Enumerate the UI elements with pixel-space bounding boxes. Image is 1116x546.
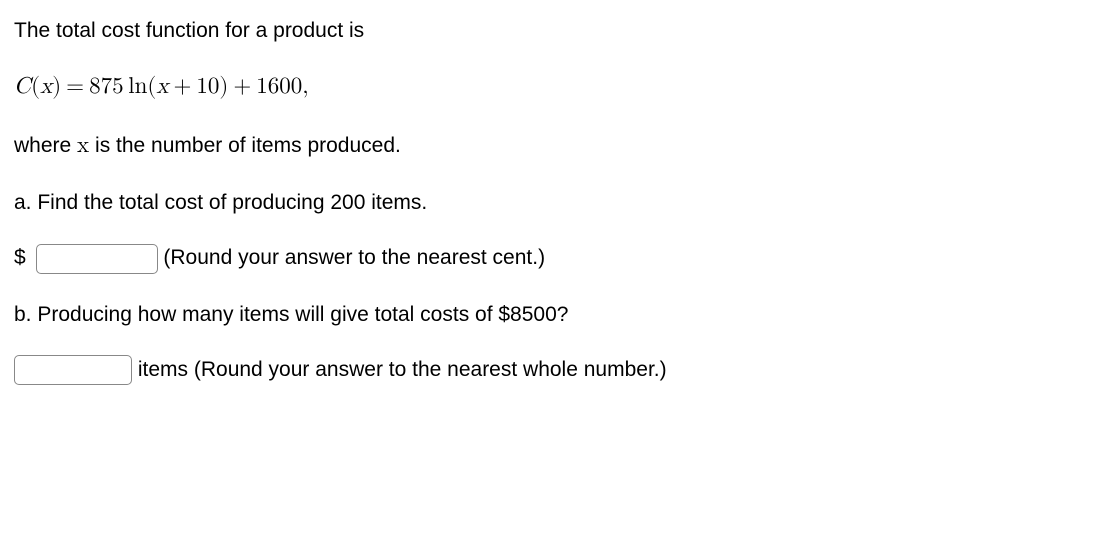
eq-rpar2: ) <box>219 75 228 98</box>
eq-ln: ln <box>128 75 147 98</box>
question-b: b. Producing how many items will give to… <box>14 300 1100 329</box>
eq-lpar2: ( <box>147 75 156 98</box>
items-label: items (Round your answer to the nearest … <box>138 358 667 381</box>
answer-b-row: items (Round your answer to the nearest … <box>14 355 1100 385</box>
eq-x1: x <box>40 75 52 98</box>
cost-equation: C(x)=875 ln(x+10)+1600, <box>14 71 1100 103</box>
eq-x2: x <box>156 75 168 98</box>
eq-comma: , <box>302 75 308 98</box>
eq-plus2: + <box>228 75 256 98</box>
eq-equals: = <box>61 75 89 98</box>
eq-plus1: + <box>168 75 196 98</box>
eq-rpar1: ) <box>52 75 61 98</box>
problem-intro: The total cost function for a product is <box>14 16 1100 45</box>
answer-b-input[interactable] <box>14 355 132 385</box>
dollar-sign: $ <box>14 246 26 269</box>
answer-a-input[interactable] <box>36 244 158 274</box>
where-x: x <box>77 134 89 157</box>
hint-a: (Round your answer to the nearest cent.) <box>163 246 545 269</box>
answer-a-row: $ (Round your answer to the nearest cent… <box>14 243 1100 273</box>
eq-C: C <box>14 75 31 98</box>
where-suffix: is the number of items produced. <box>89 134 401 157</box>
where-line: where x is the number of items produced. <box>14 130 1100 162</box>
question-a: a. Find the total cost of producing 200 … <box>14 188 1100 217</box>
eq-875: 875 <box>89 75 124 98</box>
eq-10: 10 <box>196 75 219 98</box>
where-prefix: where <box>14 134 77 157</box>
eq-lpar1: ( <box>31 75 40 98</box>
eq-1600: 1600 <box>256 75 302 98</box>
